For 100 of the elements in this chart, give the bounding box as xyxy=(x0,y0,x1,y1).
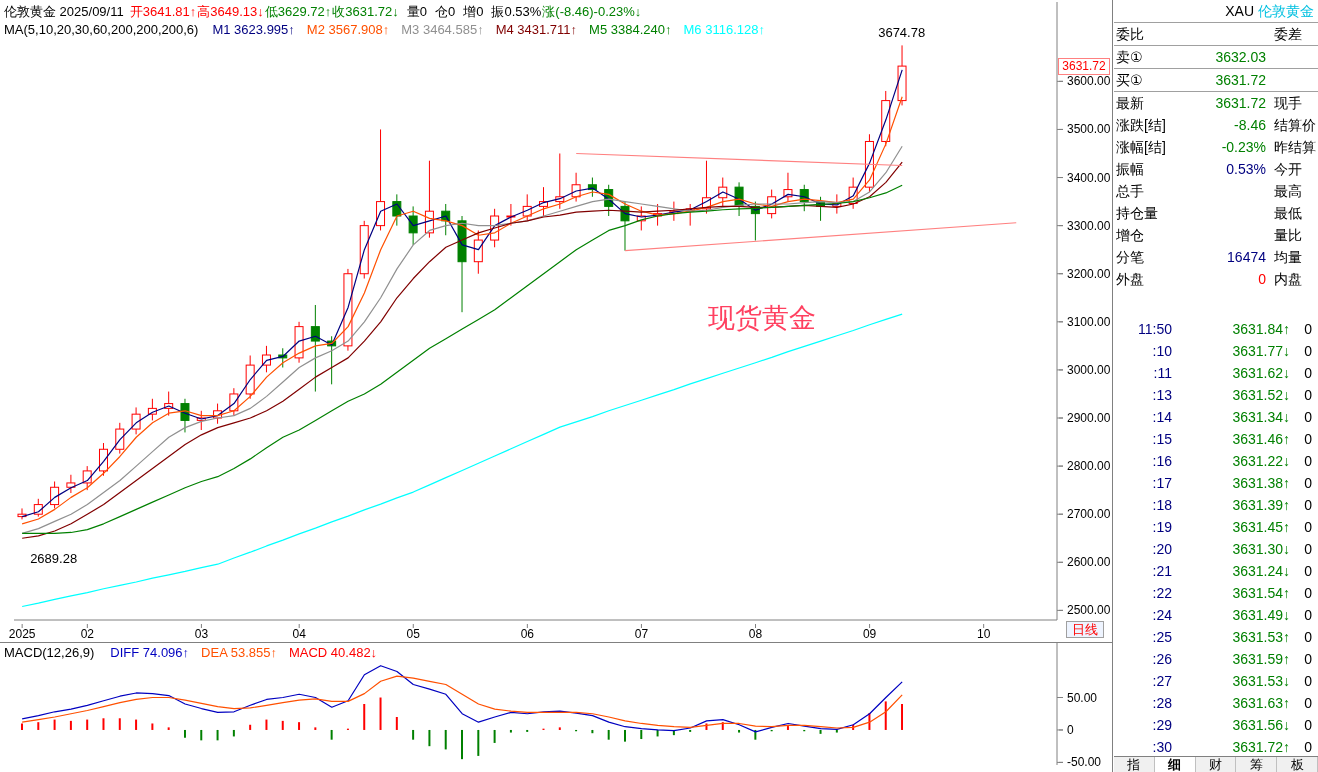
text: 买① xyxy=(1116,72,1143,88)
text: 3631.39↑ xyxy=(1232,497,1290,513)
text: M4 3431.711↑ xyxy=(495,22,578,37)
text: 16474 xyxy=(1227,249,1266,265)
text: M2 3567.908↑ xyxy=(306,22,390,37)
text: M1 3623.995↑ xyxy=(212,22,295,37)
text: 3631.72 xyxy=(1058,58,1110,76)
legend-title: MA(5,10,20,30,60,200,200,200,6) xyxy=(4,22,199,37)
bar xyxy=(167,727,170,730)
text: :29 xyxy=(1152,717,1172,733)
x-tick-label: 08 xyxy=(748,627,763,641)
candlestick xyxy=(310,304,320,393)
text: 3631.56↓ xyxy=(1232,717,1290,733)
bar xyxy=(298,722,301,730)
chart-title: MACD(12,26,9) xyxy=(4,645,95,660)
bar xyxy=(884,701,887,730)
text: 0 xyxy=(1304,673,1312,689)
text: 3631.24↓ xyxy=(1232,563,1290,579)
bar xyxy=(493,729,496,743)
text: :27 xyxy=(1152,673,1172,689)
text: MACD 40.482↓ xyxy=(288,645,378,660)
annotation: 收3631.72↓ xyxy=(332,4,399,19)
y-tick-label: 2900.00 xyxy=(1067,411,1111,426)
text: 11:50 xyxy=(1138,321,1172,337)
bar xyxy=(738,729,741,733)
text: 3631.63↑ xyxy=(1232,695,1290,711)
bar xyxy=(640,729,643,740)
bar xyxy=(151,723,154,730)
text: 日线 xyxy=(1066,621,1104,638)
text: 0 xyxy=(1304,739,1312,755)
bar xyxy=(363,704,366,730)
text: 0 xyxy=(1304,695,1312,711)
bar xyxy=(216,729,219,741)
bar xyxy=(786,726,789,730)
text: :28 xyxy=(1152,695,1172,711)
bar xyxy=(21,723,23,730)
bar xyxy=(428,729,431,747)
text: 板 xyxy=(1277,757,1318,772)
text: 细 xyxy=(1154,757,1196,772)
bar xyxy=(265,719,268,730)
text: :20 xyxy=(1152,541,1172,557)
bar xyxy=(314,727,317,730)
text: 3631.22↓ xyxy=(1232,453,1290,469)
text: 0 xyxy=(1304,453,1312,469)
x-tick-label: 06 xyxy=(520,627,535,641)
text: 3632.03 xyxy=(1215,49,1266,65)
y-tick-label: 2700.00 xyxy=(1067,507,1111,522)
bar xyxy=(444,729,447,750)
annotation: 涨(-8.46)-0.23%↓ xyxy=(542,4,642,19)
text: DEA 53.855↑ xyxy=(201,645,277,660)
bar xyxy=(591,729,594,734)
y-tick-label: 3100.00 xyxy=(1067,314,1111,329)
bar xyxy=(135,719,138,730)
x-tick-label: 02 xyxy=(80,627,95,641)
text: :13 xyxy=(1152,387,1172,403)
bar xyxy=(118,718,121,730)
text: 卖① xyxy=(1116,49,1143,65)
text: 筹 xyxy=(1236,757,1278,772)
text: XAU xyxy=(1225,3,1254,19)
x-tick-label: 2025 xyxy=(8,627,36,641)
text: 委比 xyxy=(1116,26,1144,42)
annotation: 低3629.72↑ xyxy=(264,4,332,19)
text: :22 xyxy=(1152,585,1172,601)
bar xyxy=(901,704,904,730)
text: 3631.45↑ xyxy=(1232,519,1290,535)
candlestick xyxy=(408,205,418,246)
bar xyxy=(623,729,626,742)
bar xyxy=(461,729,464,760)
bar xyxy=(379,697,382,730)
text: 0 xyxy=(1304,497,1312,513)
y-tick-label: 2600.00 xyxy=(1067,555,1111,570)
text: 量比 xyxy=(1274,227,1302,243)
text: 3631.34↓ xyxy=(1232,409,1290,425)
text: 3631.53↓ xyxy=(1232,673,1290,689)
text: 0 xyxy=(1304,519,1312,535)
bar xyxy=(281,720,284,730)
text: DIFF 74.096↑ xyxy=(110,645,190,660)
text: 3631.59↑ xyxy=(1232,651,1290,667)
annotation: 振0.53% xyxy=(491,4,542,19)
bar xyxy=(200,729,203,741)
text: 3631.53↑ xyxy=(1232,629,1290,645)
y-tick-label: 3000.00 xyxy=(1067,362,1111,377)
text: :19 xyxy=(1152,519,1172,535)
y-tick-label: 3600.00 xyxy=(1067,74,1111,89)
text: 3631.52↓ xyxy=(1232,387,1290,403)
candlestick xyxy=(66,474,76,494)
text: 财 xyxy=(1195,757,1237,772)
text: 0 xyxy=(1304,585,1312,601)
text: 0 xyxy=(1304,321,1312,337)
bar xyxy=(232,729,235,737)
text: 3631.30↓ xyxy=(1232,541,1290,557)
text: -8.46 xyxy=(1234,117,1266,133)
annotation: 增0 xyxy=(463,4,484,19)
text: 0 xyxy=(1304,717,1312,733)
text: :14 xyxy=(1152,409,1172,425)
text: 0 xyxy=(1304,431,1312,447)
bar xyxy=(86,719,89,730)
candlestick xyxy=(473,229,483,275)
text: 0 xyxy=(1304,387,1312,403)
text: 最低 xyxy=(1274,205,1302,221)
